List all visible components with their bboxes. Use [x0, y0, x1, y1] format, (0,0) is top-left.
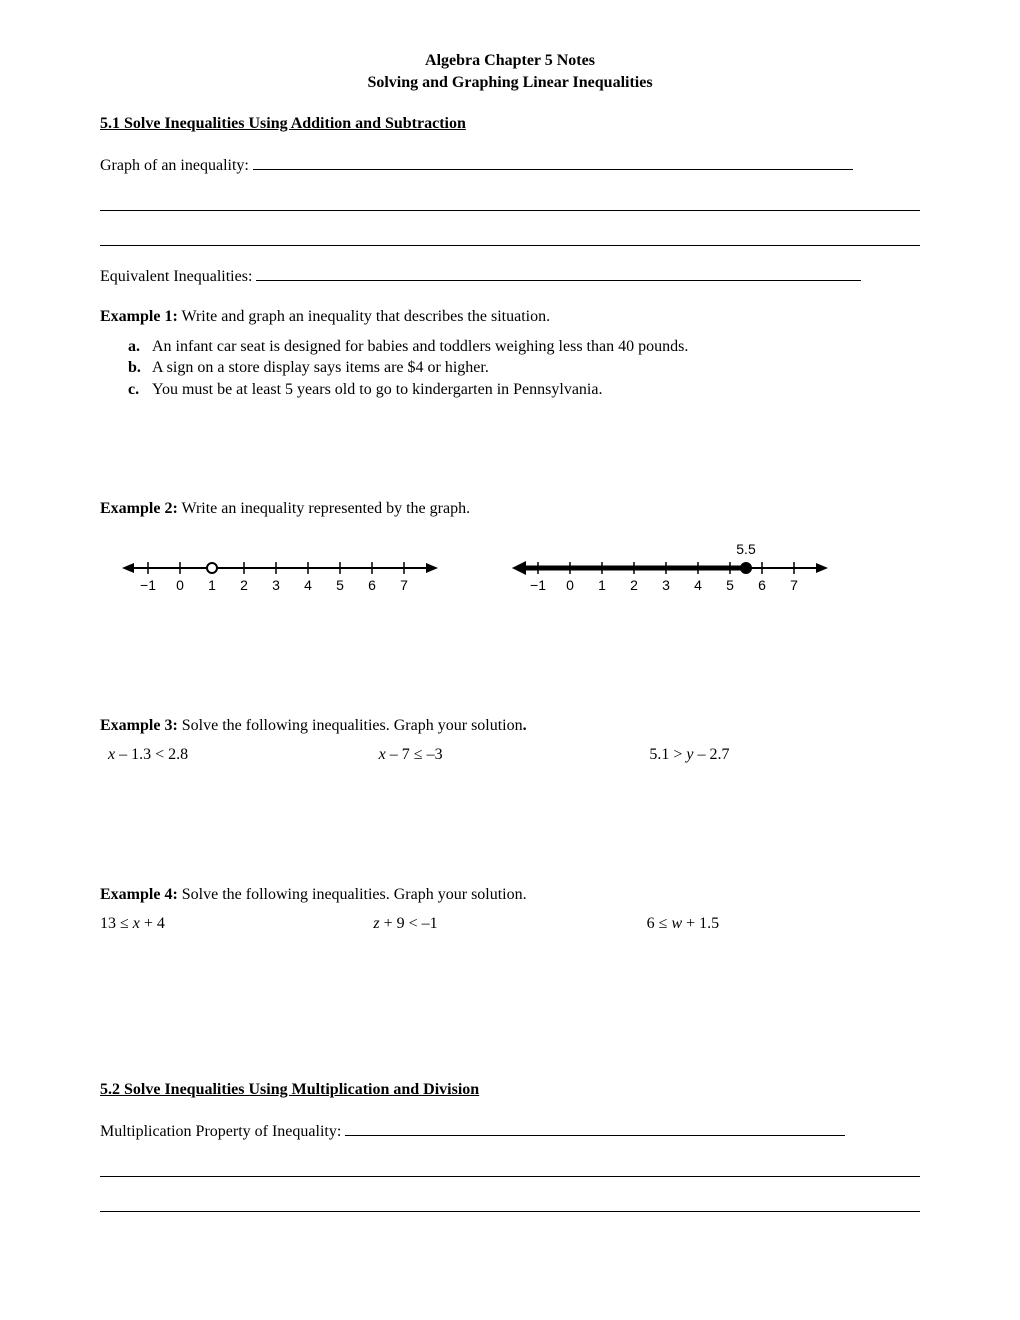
title-line-1: Algebra Chapter 5 Notes	[100, 50, 920, 72]
svg-text:0: 0	[176, 577, 184, 593]
list-item: c. You must be at least 5 years old to g…	[128, 379, 920, 401]
svg-text:5: 5	[726, 577, 734, 593]
example-1-label: Example 1:	[100, 308, 178, 325]
blank-line	[345, 1119, 845, 1136]
list-item-label: c.	[128, 379, 152, 401]
list-item-label: a.	[128, 336, 152, 358]
blank-line	[253, 153, 853, 170]
title-line-2: Solving and Graphing Linear Inequalities	[100, 72, 920, 94]
list-item-label: b.	[128, 357, 152, 379]
example-3-items: x – 1.3 < 2.8 x – 7 ≤ –3 5.1 > y – 2.7	[108, 744, 920, 766]
svg-text:7: 7	[400, 577, 408, 593]
equivalent-inequalities-line: Equivalent Inequalities:	[100, 264, 920, 288]
number-line-b-top-label: 5.5	[736, 541, 756, 557]
inequality-item: 5.1 > y – 2.7	[649, 744, 920, 766]
blank-line	[100, 1195, 920, 1212]
svg-text:1: 1	[208, 577, 216, 593]
example-2-prompt: Write an inequality represented by the g…	[182, 500, 471, 517]
inequality-item: 6 ≤ w + 1.5	[647, 913, 920, 935]
example-1-list: a. An infant car seat is designed for ba…	[128, 336, 920, 401]
blank-line	[100, 229, 920, 246]
svg-text:3: 3	[662, 577, 670, 593]
list-item: a. An infant car seat is designed for ba…	[128, 336, 920, 358]
inequality-item: x – 7 ≤ –3	[379, 744, 650, 766]
svg-text:7: 7	[790, 577, 798, 593]
number-lines-row: −1 0 1 2 3 4 5 6 7 −1 0 1 2	[120, 540, 920, 607]
graph-of-inequality-line: Graph of an inequality:	[100, 153, 920, 177]
svg-text:4: 4	[304, 577, 312, 593]
blank-line	[100, 1160, 920, 1177]
svg-text:1: 1	[598, 577, 606, 593]
section-5-1-heading: 5.1 Solve Inequalities Using Addition an…	[100, 113, 920, 135]
inequality-item: 13 ≤ x + 4	[100, 913, 373, 935]
example-1-prompt: Write and graph an inequality that descr…	[182, 308, 551, 325]
example-4: Example 4: Solve the following inequalit…	[100, 884, 920, 906]
svg-text:2: 2	[240, 577, 248, 593]
number-line-b: −1 0 1 2 3 4 5 6 7 5.5	[510, 540, 830, 607]
mult-prop-label: Multiplication Property of Inequality:	[100, 1123, 341, 1140]
example-1: Example 1: Write and graph an inequality…	[100, 306, 920, 328]
section-5-2-heading: 5.2 Solve Inequalities Using Multiplicat…	[100, 1079, 920, 1101]
svg-text:6: 6	[368, 577, 376, 593]
list-item-text: An infant car seat is designed for babie…	[152, 336, 920, 358]
blank-line	[100, 194, 920, 211]
inequality-item: z + 9 < –1	[373, 913, 646, 935]
example-4-items: 13 ≤ x + 4 z + 9 < –1 6 ≤ w + 1.5	[100, 913, 920, 935]
mult-prop-line: Multiplication Property of Inequality:	[100, 1119, 920, 1143]
example-4-prompt: Solve the following inequalities. Graph …	[182, 886, 527, 903]
blank-line	[256, 264, 861, 281]
number-line-a: −1 0 1 2 3 4 5 6 7	[120, 540, 440, 607]
svg-text:−1: −1	[530, 577, 546, 593]
example-3-prompt: Solve the following inequalities. Graph …	[182, 717, 527, 734]
list-item: b. A sign on a store display says items …	[128, 357, 920, 379]
page-title-block: Algebra Chapter 5 Notes Solving and Grap…	[100, 50, 920, 93]
svg-text:−1: −1	[140, 577, 156, 593]
equivalent-inequalities-label: Equivalent Inequalities:	[100, 268, 252, 285]
example-3: Example 3: Solve the following inequalit…	[100, 715, 920, 737]
svg-text:6: 6	[758, 577, 766, 593]
example-2-label: Example 2:	[100, 500, 178, 517]
list-item-text: A sign on a store display says items are…	[152, 357, 920, 379]
example-3-label: Example 3:	[100, 717, 178, 734]
svg-text:0: 0	[566, 577, 574, 593]
svg-text:4: 4	[694, 577, 702, 593]
svg-text:2: 2	[630, 577, 638, 593]
list-item-text: You must be at least 5 years old to go t…	[152, 379, 920, 401]
svg-text:5: 5	[336, 577, 344, 593]
inequality-item: x – 1.3 < 2.8	[108, 744, 379, 766]
example-4-label: Example 4:	[100, 886, 178, 903]
example-2: Example 2: Write an inequality represent…	[100, 498, 920, 520]
svg-text:3: 3	[272, 577, 280, 593]
graph-of-inequality-label: Graph of an inequality:	[100, 157, 249, 174]
